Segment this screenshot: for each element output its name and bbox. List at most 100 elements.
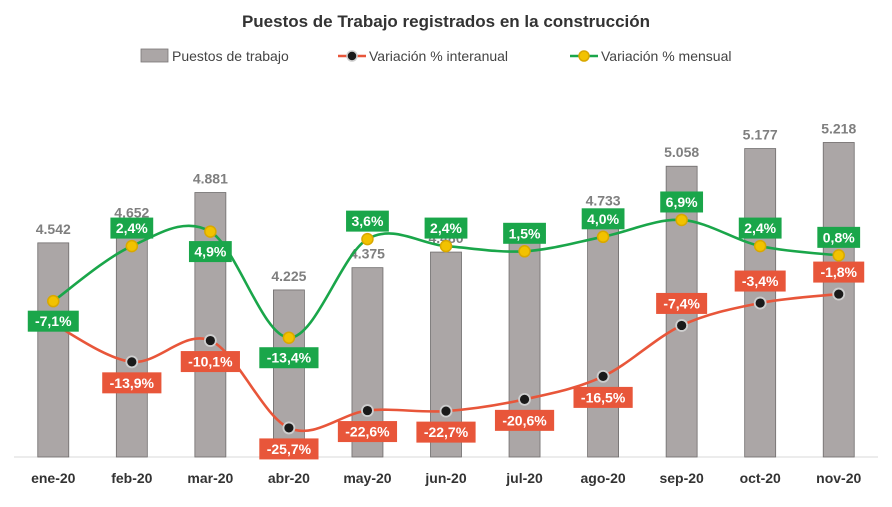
mensual-data-label-box [660,191,704,213]
legend-label-mensual: Variación % mensual [601,48,731,64]
interanual-data-label: -22,6% [337,421,398,443]
mensual-data-label-text: 2,4% [116,220,148,236]
interanual-data-label-box [102,372,162,394]
mensual-data-label-box [503,222,546,244]
bar [115,226,148,458]
x-tick-label: may-20 [343,470,391,486]
interanual-data-label-text: -22,6% [345,424,390,440]
interanual-data-label-text: -20,6% [502,412,547,428]
interanual-data-label-box [180,351,240,373]
marker-mensual [518,245,531,258]
interanual-data-label-text: -10,1% [188,354,233,370]
mensual-data-label: 2,4% [424,217,468,239]
mensual-data-label-text: 2,4% [430,220,462,236]
bar-value-label: 4.225 [271,268,306,284]
marker-interanual [439,404,453,418]
mensual-data-label: 1,5% [503,222,546,244]
legend-bar-swatch [140,48,169,63]
marker-interanual [203,334,217,347]
interanual-data-label-text: -13,9% [110,375,155,391]
mensual-data-label-box [424,217,468,239]
bar-value-label: 4.881 [193,171,228,187]
legend-item-interanual: Variación % interanual [338,48,508,64]
bar-value-label: 5.058 [664,144,699,160]
interanual-data-label-text: -3,4% [742,273,779,289]
legend-item-bars: Puestos de trabajo [140,48,289,64]
bar-value-label: 5.218 [821,120,856,136]
mensual-data-label: -13,4% [259,347,319,369]
interanual-data-label-text: -1,8% [820,264,857,280]
interanual-data-label: -3,4% [734,270,786,292]
marker-interanual [675,319,689,332]
mensual-data-label-box [27,310,79,332]
legend-label-bars: Puestos de trabajo [172,48,289,64]
bar [587,214,619,458]
marker-interanual [518,392,531,406]
marker-interanual [596,369,610,383]
interanual-data-label: -10,1% [180,351,240,373]
legend-mensual-marker [578,50,590,62]
marker-interanual [832,287,846,301]
interanual-data-label-box [813,261,865,283]
mensual-data-label-text: 2,4% [744,220,776,236]
mensual-data-label-box [188,241,232,263]
bar-value-label: 4.733 [586,192,621,208]
mensual-data-label: 3,6% [346,210,389,232]
mensual-data-label-text: 6,9% [666,194,698,210]
mensual-data-label: 2,4% [738,217,782,239]
mensual-data-label: 4,0% [581,208,625,230]
marker-mensual [282,331,296,344]
x-tick-label: nov-20 [816,470,861,486]
x-tick-label: ago-20 [581,470,626,486]
interanual-data-label: -13,9% [102,372,162,394]
legend-label-interanual: Variación % interanual [369,48,508,64]
interanual-data-label-box [656,292,708,314]
marker-interanual [282,421,296,435]
interanual-data-label: -7,4% [656,292,708,314]
mensual-data-label-box [110,217,154,239]
x-tick-label: mar-20 [187,470,233,486]
bar [37,242,70,458]
mensual-data-label-text: 4,0% [587,211,619,227]
x-tick-label: ene-20 [31,470,76,486]
interanual-data-label-box [573,386,633,408]
x-tick-label: jul-20 [505,470,543,486]
marker-mensual [47,294,60,308]
interanual-data-label-box [337,421,398,443]
mensual-data-label-box [581,208,625,230]
interanual-data-label-text: -16,5% [581,389,626,405]
interanual-data-label: -22,7% [416,421,476,443]
mensual-data-label-text: 1,5% [509,225,541,241]
mensual-data-label: 6,9% [660,191,704,213]
marker-interanual [125,355,139,369]
marker-mensual [675,213,688,227]
interanual-data-label-box [259,438,319,460]
interanual-data-label-box [494,409,555,431]
mensual-data-label: 0,8% [817,226,861,248]
mensual-data-label-box [259,347,319,369]
bar-value-label: 4.375 [350,246,385,262]
interanual-data-label: -1,8% [813,261,865,283]
chart-title: Puestos de Trabajo registrados en la con… [242,12,650,31]
legend-item-mensual: Variación % mensual [570,48,731,64]
interanual-data-label: -16,5% [573,386,633,408]
interanual-data-label-box [416,421,476,443]
marker-mensual [753,239,767,253]
marker-mensual [832,249,845,262]
mensual-data-label-box [346,210,389,232]
mensual-data-label-text: -13,4% [267,350,312,366]
x-tick-label: sep-20 [659,470,704,486]
mensual-data-label-text: 3,6% [351,213,383,229]
bar-value-label: 4.652 [114,205,149,221]
marker-mensual [439,239,453,253]
x-tick-label: jun-20 [424,470,466,486]
mensual-data-label: 2,4% [110,217,154,239]
interanual-data-label-text: -22,7% [424,424,469,440]
interanual-data-label-text: -25,7% [267,441,312,457]
marker-mensual [596,230,610,244]
mensual-data-label-text: -7,1% [35,313,72,329]
marker-interanual [753,296,767,310]
x-tick-label: feb-20 [111,470,152,486]
